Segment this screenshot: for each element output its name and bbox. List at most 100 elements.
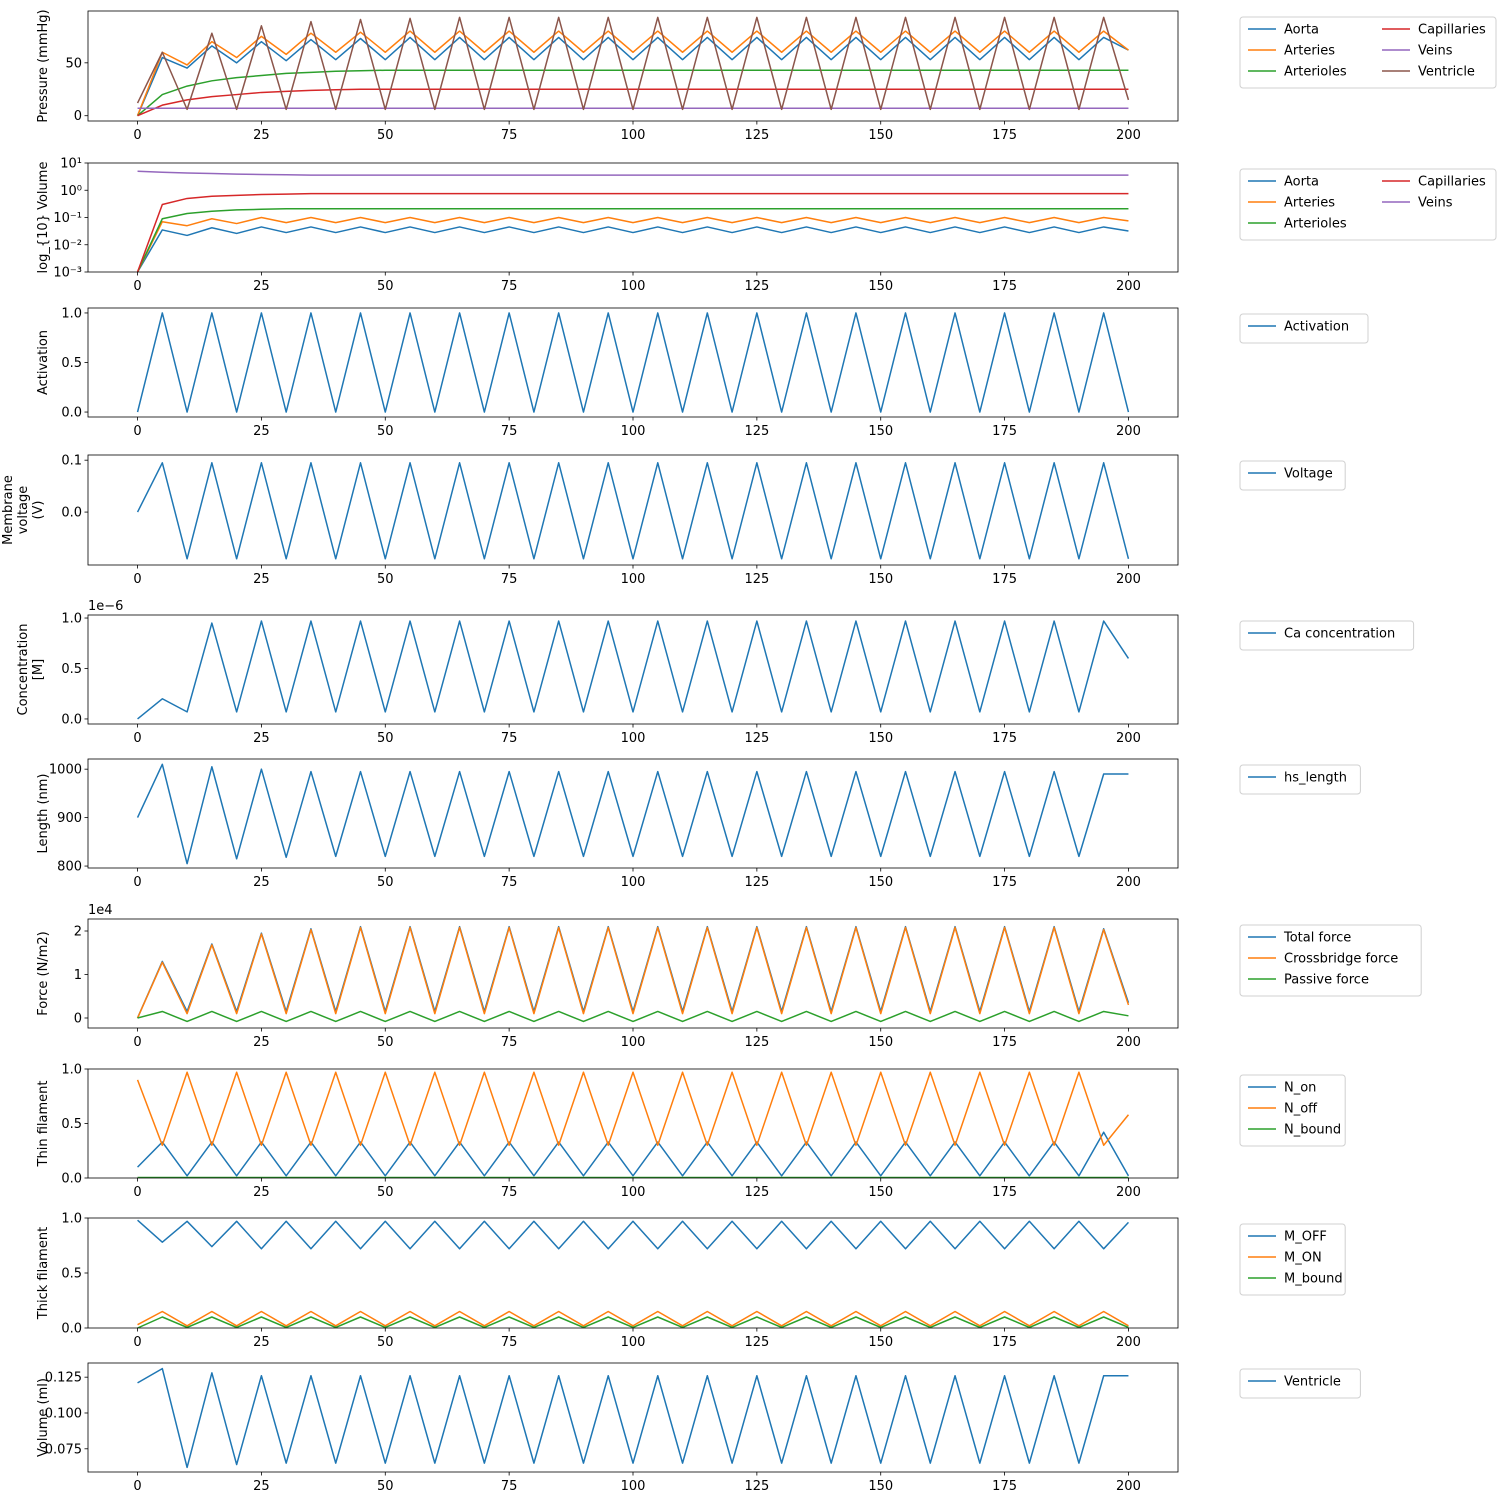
series-line [136, 926, 1130, 1019]
x-tick-label: 175 [992, 128, 1017, 143]
x-tick-label: 125 [744, 1035, 769, 1050]
panel: 0 25 50 75 100 125 150 175 200 0.0 0.5 1.0 Thin fila… [36, 1063, 1346, 1200]
y-tick-label: 0.0 [61, 1322, 82, 1337]
x-tick-label: 100 [621, 572, 646, 587]
legend-box [1239, 1368, 1361, 1399]
x-tick-label: 125 [744, 424, 769, 439]
y-tick-label: 0.5 [61, 662, 82, 677]
axes-frame [87, 1362, 1179, 1473]
x-tick-label: 125 [744, 875, 769, 890]
axes-frame [87, 10, 1179, 122]
x-tick-label: 25 [253, 1479, 270, 1494]
legend-label: Arteries [1284, 196, 1335, 211]
panel: 0 25 50 75 100 125 150 175 200 0.0 0.5 1.0 Activatio… [36, 306, 1369, 439]
series-line [136, 462, 1130, 560]
legend-label: Total force [1283, 931, 1351, 946]
x-tick-label: 100 [621, 279, 646, 294]
y-tick-label: 0.5 [61, 1267, 82, 1282]
x-tick-label: 25 [253, 572, 270, 587]
y-axis-label: Activation [36, 330, 51, 395]
x-tick-label: 50 [377, 128, 394, 143]
axes-frame [87, 758, 1179, 869]
x-tick-label: 0 [133, 572, 141, 587]
legend-box [1239, 764, 1361, 795]
series-line [137, 1131, 1130, 1177]
x-tick-label: 25 [253, 731, 270, 746]
x-tick-label: 175 [992, 279, 1017, 294]
x-tick-label: 25 [253, 424, 270, 439]
x-tick-label: 100 [621, 128, 646, 143]
legend-box [1239, 924, 1422, 997]
legend: N_on N_off N_bound [1239, 1074, 1346, 1147]
series-line [137, 1367, 1129, 1469]
y-tick-label: 900 [57, 811, 82, 826]
x-tick-label: 75 [501, 731, 518, 746]
x-tick-label: 150 [868, 1035, 893, 1050]
offset-text: 1e4 [88, 903, 113, 918]
y-axis-label: (V) [31, 500, 46, 519]
x-tick-label: 25 [253, 1335, 270, 1350]
x-tick-label: 100 [621, 731, 646, 746]
x-tick-label: 75 [501, 424, 518, 439]
y-tick-label: 0.075 [45, 1442, 82, 1457]
legend: Aorta Arteries Arterioles Capillaries Veins V… [1239, 16, 1497, 89]
x-tick-label: 50 [377, 1035, 394, 1050]
legend-label: Arterioles [1284, 217, 1347, 232]
panel: 0 25 50 75 100 125 150 175 200 10⁻³ 10⁻² 10⁻¹ 10⁰ 10¹… [36, 157, 1497, 294]
legend-label: N_bound [1284, 1123, 1341, 1138]
x-tick-label: 25 [253, 875, 270, 890]
legend-label: Arterioles [1284, 65, 1347, 80]
legend-label: Capillaries [1418, 175, 1486, 190]
x-tick-label: 25 [253, 128, 270, 143]
legend: Ca concentration [1239, 620, 1415, 651]
legend-label: N_on [1284, 1081, 1316, 1096]
legend-label: Capillaries [1418, 23, 1486, 38]
x-tick-label: 75 [501, 128, 518, 143]
offset-text: 1e−6 [88, 599, 123, 614]
y-axis-label: Pressure (mmHg) [36, 9, 51, 122]
x-tick-label: 125 [744, 572, 769, 587]
x-tick-label: 150 [868, 1185, 893, 1200]
legend-box [1239, 460, 1346, 491]
legend: Total force Crossbridge force Passive forc… [1239, 924, 1422, 997]
y-axis-label: Volume (ml) [36, 1378, 51, 1457]
x-tick-label: 150 [868, 731, 893, 746]
series-line [136, 216, 1129, 272]
x-tick-label: 200 [1116, 1479, 1141, 1494]
legend-label: M_ON [1284, 1251, 1322, 1266]
series-line [137, 1310, 1129, 1327]
x-tick-label: 150 [868, 875, 893, 890]
y-tick-label: 0.0 [61, 1172, 82, 1187]
y-tick-label: 1.0 [61, 1063, 82, 1078]
y-tick-label: 10⁻³ [53, 266, 82, 281]
x-tick-label: 175 [992, 424, 1017, 439]
x-tick-label: 50 [377, 875, 394, 890]
x-tick-label: 150 [868, 572, 893, 587]
y-tick-label: 1 [74, 968, 82, 983]
x-tick-label: 50 [377, 1335, 394, 1350]
legend-label: Ca concentration [1284, 627, 1395, 642]
panel: 0 25 50 75 100 125 150 175 200 0 1 2 1e4 Force (N/m2)… [36, 903, 1422, 1050]
series-line [137, 1010, 1129, 1023]
x-tick-label: 175 [992, 1185, 1017, 1200]
legend: Activation [1239, 313, 1369, 344]
x-tick-label: 125 [744, 1185, 769, 1200]
series-line [136, 36, 1129, 117]
x-tick-label: 25 [253, 1035, 270, 1050]
legend-label: Veins [1418, 196, 1453, 211]
y-axis-label: Length (nm) [36, 773, 51, 853]
x-tick-label: 175 [992, 1035, 1017, 1050]
series-line [137, 69, 1129, 117]
x-tick-label: 150 [868, 279, 893, 294]
legend-box [1239, 620, 1415, 651]
x-tick-label: 25 [253, 1185, 270, 1200]
axes-frame [87, 307, 1179, 418]
series-line [136, 30, 1129, 116]
x-tick-label: 75 [501, 1035, 518, 1050]
x-tick-label: 0 [133, 1035, 141, 1050]
y-tick-label: 10⁻¹ [53, 211, 82, 226]
legend-label: Activation [1284, 320, 1349, 335]
x-tick-label: 200 [1116, 1335, 1141, 1350]
series-line [136, 1071, 1130, 1147]
